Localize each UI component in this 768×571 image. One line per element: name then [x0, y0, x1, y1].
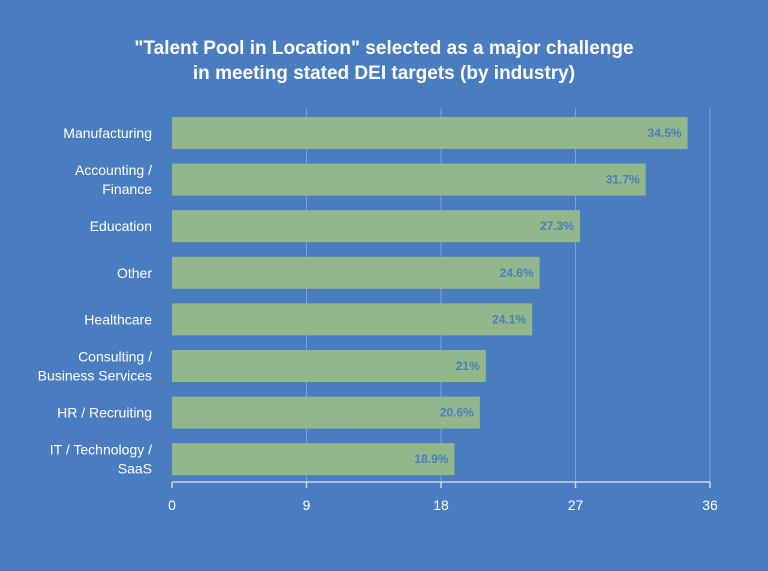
- bar: [172, 396, 480, 429]
- category-label: Consulting /: [78, 349, 152, 365]
- category-label: HR / Recruiting: [57, 405, 152, 421]
- category-label: Other: [117, 265, 152, 281]
- data-label: 24.1%: [492, 312, 526, 326]
- bar: [172, 163, 646, 196]
- data-label: 18.9%: [414, 452, 448, 466]
- data-label: 20.6%: [440, 406, 474, 420]
- chart-title: "Talent Pool in Location" selected as a …: [0, 36, 768, 86]
- data-label: 34.5%: [648, 126, 682, 140]
- x-tick-label: 0: [168, 497, 176, 513]
- data-label: 24.6%: [500, 266, 534, 280]
- data-label: 21%: [456, 359, 480, 373]
- bar: [172, 303, 533, 336]
- category-label: Finance: [102, 181, 152, 197]
- category-label: Education: [90, 218, 152, 234]
- category-label: IT / Technology /: [50, 442, 152, 458]
- data-label: 31.7%: [606, 173, 640, 187]
- data-label: 27.3%: [540, 219, 574, 233]
- bar: [172, 256, 540, 289]
- bar: [172, 350, 486, 382]
- x-tick-label: 36: [702, 497, 718, 513]
- category-label: Business Services: [38, 368, 152, 384]
- x-tick-label: 9: [303, 497, 311, 513]
- bar: [172, 210, 580, 243]
- x-tick-label: 27: [568, 497, 584, 513]
- category-label: Healthcare: [84, 311, 152, 327]
- category-label: SaaS: [118, 461, 152, 477]
- bar: [172, 443, 455, 476]
- chart-title-line: "Talent Pool in Location" selected as a …: [134, 38, 634, 59]
- x-tick-label: 18: [433, 497, 449, 513]
- bar: [172, 117, 688, 149]
- category-label: Manufacturing: [63, 125, 152, 141]
- category-label: Accounting /: [75, 162, 152, 178]
- chart-title-line: in meeting stated DEI targets (by indust…: [192, 63, 576, 84]
